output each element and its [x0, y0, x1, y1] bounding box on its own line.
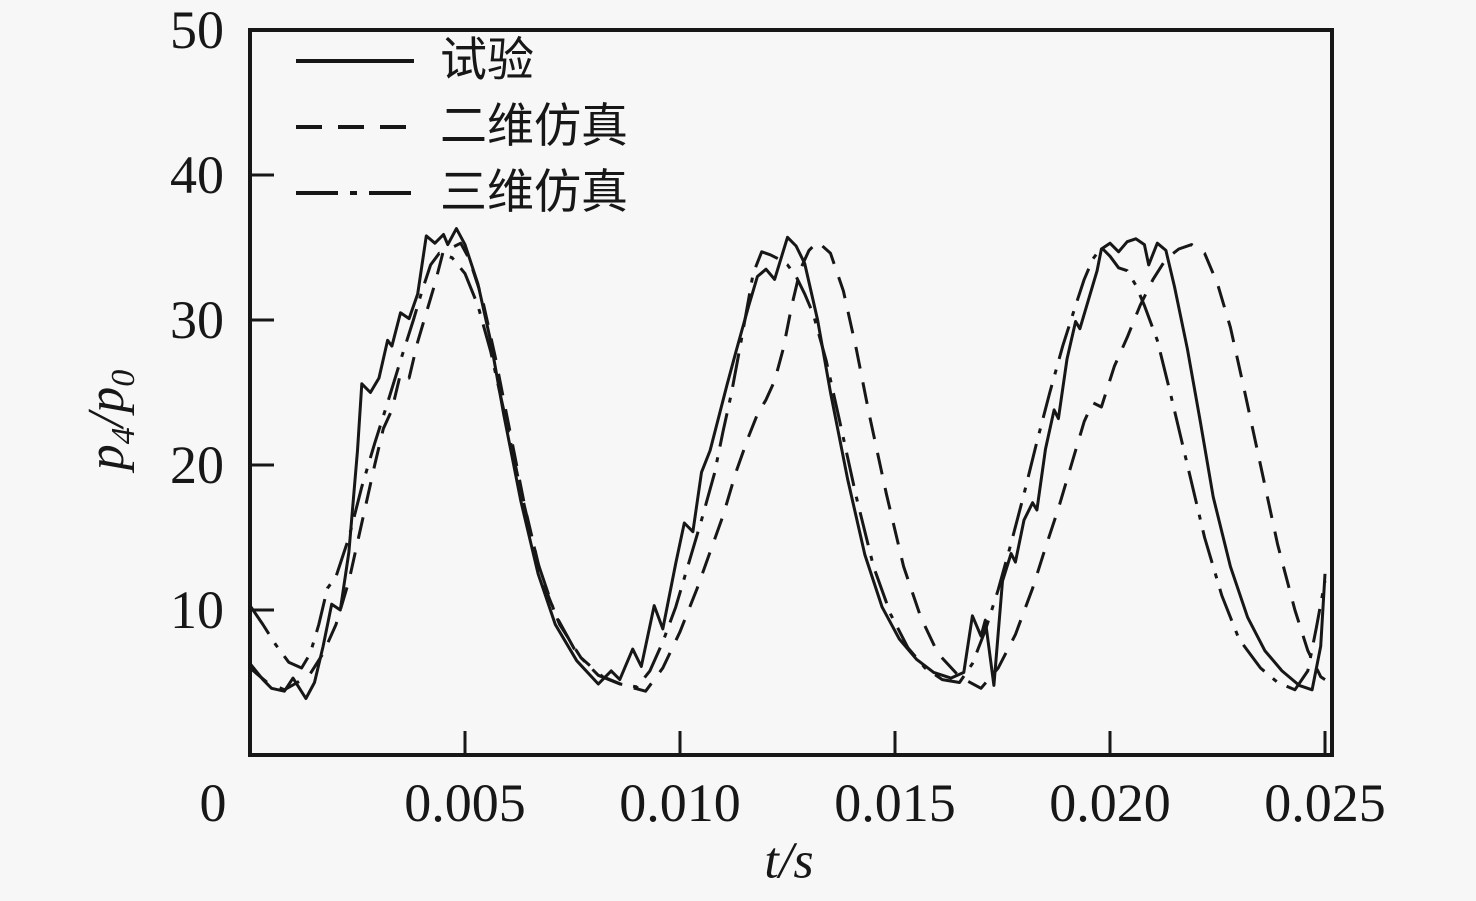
x-axis-title: t/s — [764, 832, 813, 891]
y-axis-title-sub0: 0 — [105, 369, 143, 387]
series-line-dashed — [249, 240, 1326, 693]
x-tick-label: 0.025 — [1264, 773, 1386, 833]
y-tick-label: 20 — [170, 435, 224, 495]
y-axis-title: p4/p0 — [77, 370, 143, 470]
y-axis-title-p0: p — [77, 386, 135, 413]
solid-line-sample-icon — [296, 59, 414, 63]
y-axis-title-p4: p — [77, 444, 135, 471]
plot-frame — [248, 28, 1334, 757]
y-tick-label: 30 — [170, 290, 224, 350]
x-tick-label: 0.010 — [619, 773, 741, 833]
legend-item-2d-simulation: 二维仿真 — [296, 94, 628, 160]
dashed-line-sample-icon — [296, 125, 414, 129]
y-tick-label: 50 — [170, 0, 224, 60]
legend-label-experiment: 试验 — [440, 34, 534, 87]
series-line-dashdot — [248, 246, 1327, 692]
x-axis-title-t: t — [764, 832, 779, 890]
y-axis-title-sub4: 4 — [105, 427, 143, 445]
y-tick-label: 10 — [170, 580, 224, 640]
x-tick-label: 0.005 — [404, 773, 526, 833]
x-axis-title-unit: /s — [778, 832, 814, 890]
x-tick-label: 0 — [200, 773, 227, 833]
legend-item-experiment: 试验 — [296, 28, 628, 94]
series-line-solid — [248, 227, 1327, 700]
y-axis-title-slash: / — [77, 412, 135, 428]
x-tick-label: 0.020 — [1049, 773, 1171, 833]
legend-label-3d-simulation: 三维仿真 — [440, 166, 628, 219]
x-tick-label: 0.015 — [834, 773, 956, 833]
legend-label-2d-simulation: 二维仿真 — [440, 100, 628, 153]
legend-item-3d-simulation: 三维仿真 — [296, 160, 628, 226]
y-tick-label: 40 — [170, 145, 224, 205]
legend: 试验 二维仿真 三维仿真 — [296, 28, 628, 226]
dashdot-line-sample-icon — [296, 191, 414, 195]
